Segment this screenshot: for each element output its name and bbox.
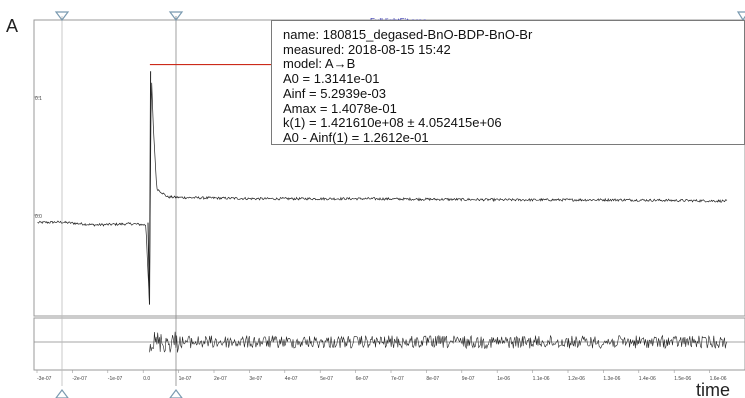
end-marker-handle[interactable] [736, 11, 745, 22]
x-tick-label: 6e-07 [356, 376, 369, 382]
y-tick-label: 0.0 [35, 214, 42, 220]
info-measured: measured: 2018-08-15 15:42 [283, 41, 451, 57]
x-tick-label: 5e-07 [320, 376, 333, 382]
x-tick-label: 0.0 [143, 376, 150, 382]
x-tick-label: 1.1e-06 [533, 376, 550, 382]
x-tick-label: 4e-07 [285, 376, 298, 382]
y-axis-label: A [6, 16, 18, 36]
cursor-marker-bottom-handle[interactable] [169, 389, 183, 398]
residual-trace [149, 331, 728, 353]
x-tick-label: 2e-07 [214, 376, 227, 382]
info-ainf: Ainf = 5.2939e-03 [283, 85, 386, 101]
cursor-marker-handle[interactable] [168, 11, 184, 21]
x-tick-label: 1.3e-06 [603, 376, 620, 382]
x-axis-label: time [696, 380, 730, 398]
data-trace [37, 82, 728, 303]
x-tick-label: 8e-07 [426, 376, 439, 382]
start-marker-handle[interactable] [54, 11, 70, 21]
x-tick-label: 3e-07 [249, 376, 262, 382]
x-tick-label: 1e-07 [179, 376, 192, 382]
x-tick-label: -1e-07 [108, 376, 123, 382]
traces-group [37, 64, 728, 353]
start-marker-bottom-handle[interactable] [55, 389, 69, 398]
residual-plot-area [33, 317, 745, 371]
x-tick-label: 1.2e-06 [568, 376, 585, 382]
x-tick-label: -3e-07 [37, 376, 52, 382]
fit-results-box: name: 180815_degased-BnO-BDP-BnO-Br meas… [271, 20, 745, 145]
x-ticks-group: -3e-07 -2e-07 -1e-07 0.0 1e-07 2e-07 3e-07 4e-0… [36, 370, 727, 382]
info-amax: Amax = 1.4078e-01 [283, 100, 397, 116]
data-spike [147, 71, 152, 305]
x-tick-label: 9e-07 [462, 376, 475, 382]
info-amplitude: A0 - Ainf(1) = 1.2612e-01 [283, 129, 429, 145]
info-name: name: 180815_degased-BnO-BDP-BnO-Br [283, 27, 533, 42]
info-model: model: A→B [283, 56, 356, 72]
x-tick-label: 1e-06 [497, 376, 510, 382]
x-tick-label: -2e-07 [72, 376, 87, 382]
x-tick-label: 1.5e-06 [674, 376, 691, 382]
x-tick-label: 7e-07 [391, 376, 404, 382]
x-tick-label: 1.4e-06 [639, 376, 656, 382]
x-tick-label: 1.6e-06 [710, 376, 727, 382]
info-k: k(1) = 1.421610e+08 ± 4.052415e+06 [283, 115, 502, 131]
info-a0: A0 = 1.3141e-01 [283, 71, 380, 87]
y-tick-label: 0.1 [35, 96, 42, 102]
